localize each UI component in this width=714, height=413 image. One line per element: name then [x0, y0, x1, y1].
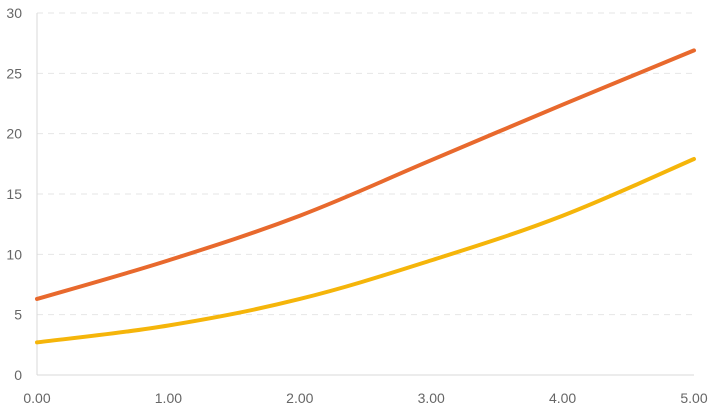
series-lines — [35, 48, 696, 345]
x-tick-label: 3.00 — [418, 390, 445, 406]
x-tick-label: 2.00 — [286, 390, 313, 406]
y-tick-label: 20 — [6, 126, 22, 142]
y-axis-tick-labels: 0 5 10 15 20 25 30 — [6, 5, 22, 383]
x-axis-tick-labels: 0.00 1.00 2.00 3.00 4.00 5.00 — [23, 390, 707, 406]
y-tick-label: 0 — [14, 367, 22, 383]
y-tick-label: 5 — [14, 307, 22, 323]
x-tick-label: 4.00 — [549, 390, 576, 406]
y-tick-label: 25 — [6, 65, 22, 81]
axes — [36, 13, 694, 376]
series-line-2 — [35, 157, 696, 345]
x-tick-label: 5.00 — [680, 390, 707, 406]
series-line-1 — [35, 48, 696, 301]
y-tick-label: 15 — [6, 186, 22, 202]
x-tick-label: 1.00 — [155, 390, 182, 406]
x-tick-label: 0.00 — [23, 390, 50, 406]
y-tick-label: 30 — [6, 5, 22, 21]
y-tick-label: 10 — [6, 246, 22, 262]
